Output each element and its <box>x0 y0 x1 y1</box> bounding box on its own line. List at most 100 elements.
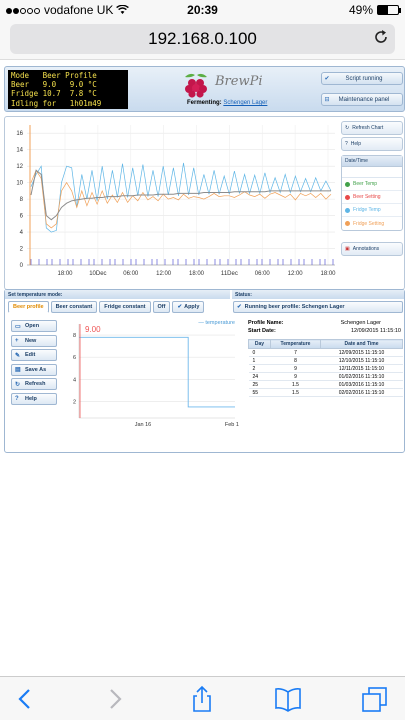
url-field[interactable]: 192.168.0.100 <box>10 24 395 54</box>
script-running-button[interactable]: ✔ Script running <box>321 72 403 85</box>
table-row[interactable]: 1 8 12/10/2015 11:15:10 <box>248 356 403 365</box>
legend-beer-setting[interactable]: Beer Setting <box>342 191 402 204</box>
green-dot-icon <box>345 181 350 187</box>
maintenance-label: Maintenance panel <box>338 96 390 103</box>
open-label: Open <box>25 323 40 329</box>
tab-beer-profile[interactable]: Beer profile <box>8 301 49 313</box>
table-cell: 24 <box>248 372 271 381</box>
back-icon[interactable] <box>10 685 40 713</box>
table-cell: 2 <box>248 364 271 373</box>
annotations-icon: ▣ <box>345 246 350 252</box>
help-label: Help <box>25 395 37 402</box>
temperature-chart-panel: 0 2 4 6 8 10 12 14 16 18:00 10Dec 06:00 12:00 18:00 11… <box>4 116 405 290</box>
lcd-display: Mode Beer Profile Beer 9.0 9.0 °C Fridge 1… <box>8 70 128 109</box>
table-cell: 12/11/2015 11:15:10 <box>320 364 403 373</box>
legend-time-row <box>342 167 402 178</box>
reload-icon[interactable] <box>373 29 389 45</box>
temperature-chart[interactable]: 0 2 4 6 8 10 12 14 16 18:00 10Dec 06:00 12:00 18:00 11… <box>5 117 339 285</box>
current-value: 9.00 <box>85 325 101 334</box>
table-cell: 1.5 <box>270 380 321 389</box>
profile-name-row: Profile Name: Schengen Lager <box>248 320 403 328</box>
status-text: Running beer profile: Schengen Lager <box>244 304 345 310</box>
tab-off[interactable]: Off <box>152 301 171 313</box>
x-tick-label: Feb 16 <box>225 422 239 428</box>
legend-fridge-temp[interactable]: Fridge Temp <box>342 204 402 217</box>
help-icon: ? <box>345 141 348 147</box>
fermenting-link[interactable]: Schengen Lager <box>223 100 268 106</box>
column-header[interactable]: Date and Time <box>320 339 403 349</box>
x-tick-label: Jan 16 <box>135 422 152 428</box>
carrier-name: vodafone UK <box>44 3 114 17</box>
lcd-line: Mode Beer Profile <box>11 71 97 80</box>
refresh-icon: ↻ <box>345 125 350 131</box>
share-icon[interactable] <box>187 685 217 713</box>
table-row[interactable]: 55 1.5 02/02/2016 11:15:10 <box>248 388 403 397</box>
status-message: ✔ Running beer profile: Schengen Lager <box>233 301 403 313</box>
save-as-label: Save As <box>25 366 47 373</box>
save-as-button[interactable]: ▤ Save As <box>11 363 57 376</box>
y-tick-label: 2 <box>20 247 24 253</box>
table-row[interactable]: 2 9 12/11/2015 11:15:10 <box>248 364 403 373</box>
edit-button[interactable]: ✎ Edit <box>11 349 57 361</box>
y-tick-label: 10 <box>16 181 23 187</box>
column-header[interactable]: Day <box>248 339 271 349</box>
plus-icon: + <box>15 337 19 344</box>
table-cell: 25 <box>248 380 271 389</box>
refresh-chart-button[interactable]: ↻ Refresh Chart <box>341 121 403 135</box>
y-tick-label: 6 <box>73 355 76 361</box>
x-tick-label: 18:00 <box>57 271 73 277</box>
table-cell: 9 <box>270 372 321 381</box>
bookmarks-icon[interactable] <box>273 685 303 713</box>
open-button[interactable]: ▭ Open <box>11 320 57 332</box>
profile-table: Day Temperature Date and Time 0 7 12/09/20… <box>248 339 403 397</box>
apply-button[interactable]: ✔ Apply <box>172 301 205 313</box>
x-tick-label: 10Dec <box>89 271 106 277</box>
save-icon: ▤ <box>15 367 21 373</box>
tabs-icon[interactable] <box>360 685 390 713</box>
table-row[interactable]: 0 7 12/09/2015 11:15:10 <box>248 348 403 357</box>
maintenance-panel-button[interactable]: ⊟ Maintenance panel <box>321 93 403 106</box>
annotations-label: Annotations <box>352 246 380 252</box>
edit-label: Edit <box>25 352 36 358</box>
series-line-fridge-temp[interactable] <box>30 162 332 233</box>
y-tick-label: 14 <box>16 148 23 154</box>
table-row[interactable]: 24 9 01/02/2016 11:15:10 <box>248 372 403 381</box>
x-tick-label: 12:00 <box>156 271 172 277</box>
fermenting-label: Fermenting: <box>187 100 222 106</box>
battery-percent: 49% <box>348 3 373 17</box>
table-row[interactable]: 25 1.5 01/03/2016 11:15:10 <box>248 380 403 389</box>
new-label: New <box>25 337 37 344</box>
table-cell: 55 <box>248 388 271 397</box>
chart-help-button[interactable]: ? Help <box>341 137 403 151</box>
browser-toolbar <box>0 676 405 720</box>
profile-line[interactable] <box>79 336 235 408</box>
table-cell: 01/03/2016 11:15:10 <box>320 380 403 389</box>
series-line-beer-temp[interactable] <box>30 169 331 221</box>
legend-fridge-setting[interactable]: Fridge Setting <box>342 217 402 230</box>
tab-fridge-constant[interactable]: Fridge constant <box>99 301 151 313</box>
new-button[interactable]: + New <box>11 334 57 347</box>
legend-beer-temp[interactable]: Beer Temp <box>342 178 402 191</box>
profile-chart[interactable]: 2 4 6 8 Jan 16 Feb 16 9.00 — temperature <box>69 318 239 436</box>
orange-dot-icon <box>345 221 350 226</box>
folder-icon: ▭ <box>15 323 21 330</box>
script-running-label: Script running <box>345 75 383 82</box>
profile-help-button[interactable]: ? Help <box>11 392 57 405</box>
brewpi-logo-text: BrewPi <box>215 74 263 89</box>
annotations-button[interactable]: ▣ Annotations <box>341 242 403 256</box>
x-tick-label: 18:00 <box>189 271 205 277</box>
profile-buttons: ▭ Open + New ✎ Edit ▤ Save As ↻ Refresh ? Help <box>11 320 57 407</box>
table-cell: 12/10/2015 11:15:10 <box>320 356 403 365</box>
raspberry-logo-icon <box>185 73 207 98</box>
start-date-value: 12/09/2015 11:15:10 <box>350 328 401 334</box>
forward-icon[interactable] <box>100 685 130 713</box>
column-header[interactable]: Temperature <box>270 339 321 349</box>
y-tick-label: 4 <box>73 377 76 383</box>
y-tick-label: 12 <box>16 164 23 170</box>
signal-icon <box>6 3 41 17</box>
series-line-fridge-setting[interactable] <box>30 169 332 229</box>
refresh-button[interactable]: ↻ Refresh <box>11 378 57 390</box>
tab-beer-constant[interactable]: Beer constant <box>50 301 98 313</box>
brewpi-header: Mode Beer Profile Beer 9.0 9.0 °C Fridge 1… <box>4 66 405 112</box>
wifi-icon <box>116 5 130 14</box>
